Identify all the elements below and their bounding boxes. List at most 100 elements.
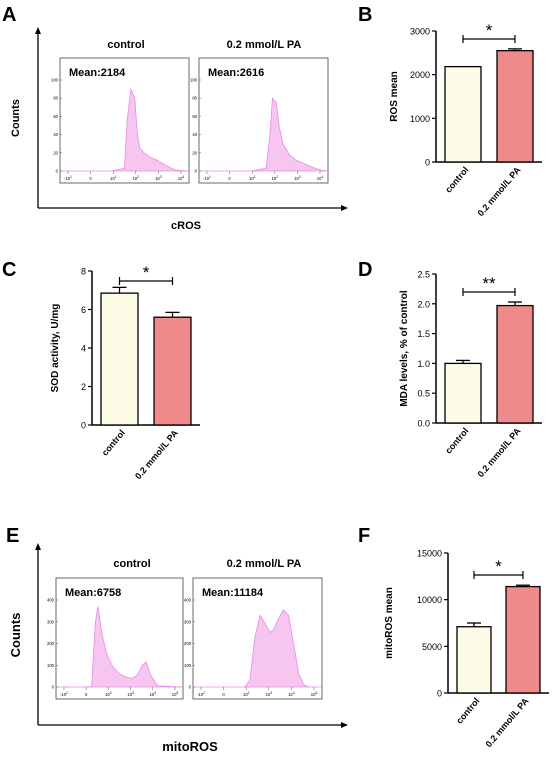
- panel-letter-f: F: [358, 525, 370, 547]
- panel-e-pa-y-tick-label: 100: [184, 663, 192, 668]
- panel-d-y-tick-label: 1.5: [417, 329, 430, 339]
- panel-c-y-tick-label: 4: [81, 344, 86, 354]
- panel-d-bar-chart: 2.5 2.0 1.5 1.0 0.5 0.0 MDA levels, % of contr…: [399, 270, 542, 479]
- panel-b-y-tick-label: 0: [425, 158, 430, 168]
- panel-a-pa-histogram-area: [199, 97, 329, 172]
- panel-d-category-label-pa: 0.2 mmol/L PA: [476, 425, 523, 479]
- panel-a-control-x-tick-label: 101: [110, 175, 117, 181]
- panel-a-control-mean-label: Mean:2184: [69, 67, 126, 79]
- panel-a-control-x-tick-label: 103: [155, 175, 162, 181]
- panel-f-bar-chart: 15000 10000 5000 0 mitoROS mean control 0.2 mm…: [384, 549, 549, 749]
- panel-a-control-x-tick-label: -101: [64, 175, 72, 181]
- panel-d-significance-marker: **: [482, 274, 496, 293]
- panel-e-pa-mean-label: Mean:11184: [202, 587, 264, 599]
- panel-c-y-label: SOD activity, U/mg: [50, 304, 61, 393]
- panel-e-pa-x-tick-label: 102: [243, 691, 250, 697]
- panel-a-control-y-tick-label: 60: [53, 114, 58, 119]
- panel-a-control-y-tick-label: 100: [51, 78, 59, 83]
- panel-letter-d: D: [358, 259, 372, 281]
- panel-e-control-y-tick-label: 100: [47, 663, 55, 668]
- panel-e-control-x-tick-label: 104: [150, 691, 157, 697]
- panel-e-pa-histogram: Mean:11184 400 300 200 100 0 -102 0 102 103 104 105: [184, 577, 323, 700]
- panel-a-pa-y-tick-label: 80: [192, 96, 197, 101]
- panel-e-pa-y-tick-label: 400: [184, 598, 192, 603]
- panel-a-control-x-tick-label: 102: [133, 175, 140, 181]
- panel-e-control-y-tick-label: 200: [47, 641, 55, 646]
- panel-d-y-tick-label: 2.0: [417, 299, 430, 309]
- panel-e-control-x-tick-label: 103: [127, 691, 134, 697]
- panel-e-flow-cytometry: Counts mitoROS control 0.2 mmol/L PA Mea…: [8, 543, 348, 754]
- panel-e-pa-x-tick-label: 105: [311, 691, 318, 697]
- panel-d-y-label: MDA levels, % of control: [399, 290, 410, 407]
- panel-f-category-label-pa: 0.2 mmol/L PA: [484, 695, 531, 749]
- panel-d-category-label-control: control: [443, 426, 470, 456]
- panel-e-control-x-tick-label: -102: [60, 691, 68, 697]
- panel-e-pa-x-tick-label: 104: [288, 691, 295, 697]
- panel-d-y-tick-label: 0.5: [417, 389, 430, 399]
- panel-e-control-y-tick-label: 0: [52, 685, 55, 690]
- panel-a-control-x-tick-label: 0: [89, 176, 92, 181]
- panel-letter-b: B: [358, 4, 372, 26]
- panel-c-y-tick-label: 2: [81, 382, 86, 392]
- panel-a-flow-cytometry: Counts cROS control 0.2 mmol/L PA Mean:2…: [10, 27, 348, 232]
- panel-e-control-x-tick-label: 102: [105, 691, 112, 697]
- panel-a-pa-histogram: Mean:2616 100 80 60 40 20 0 -101 0 101 102 103 104: [190, 57, 329, 184]
- panel-a-y-arrow: [35, 27, 41, 34]
- panel-a-control-y-tick-label: 0: [56, 169, 59, 174]
- panel-e-pa-x-tick-label: -102: [197, 691, 205, 697]
- panel-a-pa-x-tick-label: -101: [203, 175, 211, 181]
- panel-f-y-label: mitoROS mean: [384, 587, 395, 659]
- panel-e-control-y-tick-label: 400: [47, 598, 55, 603]
- panel-b-category-label-control: control: [443, 165, 470, 195]
- panel-a-control-header: control: [107, 39, 144, 51]
- panel-a-pa-y-tick-label: 100: [190, 78, 198, 83]
- panel-e-control-y-tick-label: 300: [47, 619, 55, 624]
- panel-b-y-tick-label: 2000: [410, 70, 430, 80]
- panel-a-control-y-tick-label: 80: [53, 96, 58, 101]
- panel-a-pa-y-tick-label: 60: [192, 114, 197, 119]
- panel-a-pa-header: 0.2 mmol/L PA: [227, 39, 302, 51]
- panel-d-y-tick-label: 1.0: [417, 359, 430, 369]
- panel-e-control-histogram: Mean:6758 400 300 200 100 0 -102 0 102 103 104 105: [47, 577, 184, 700]
- panel-c-category-label-control: control: [100, 428, 127, 458]
- panel-a-control-y-tick-label: 20: [53, 150, 58, 155]
- panel-a-x-arrow: [341, 205, 348, 211]
- panel-c-category-label-pa: 0.2 mmol/L PA: [133, 427, 180, 481]
- panel-c-significance-marker: *: [143, 263, 150, 282]
- panel-e-pa-x-tick-label: 103: [266, 691, 273, 697]
- panel-a-pa-x-tick-label: 102: [272, 175, 279, 181]
- panel-a-x-label: cROS: [171, 220, 201, 232]
- panel-d-bar-control: [444, 362, 482, 424]
- panel-c-y-tick-label: 0: [81, 421, 86, 431]
- panel-b-significance-marker: *: [486, 21, 493, 40]
- panel-letter-c: C: [2, 259, 16, 281]
- panel-b-y-tick-label: 1000: [410, 114, 430, 124]
- panel-a-pa-x-tick-label: 0: [228, 176, 231, 181]
- panel-a-y-label: Counts: [10, 99, 22, 137]
- panel-letter-a: A: [2, 4, 16, 26]
- panel-f-y-tick-label: 10000: [417, 595, 442, 605]
- panel-a-pa-x-tick-label: 103: [294, 175, 301, 181]
- panel-e-pa-header: 0.2 mmol/L PA: [227, 558, 302, 570]
- panel-e-control-mean-label: Mean:6758: [65, 587, 121, 599]
- panel-a-pa-frame: [198, 57, 329, 184]
- panel-e-x-arrow: [341, 722, 348, 728]
- panel-e-control-x-tick-label: 0: [85, 692, 88, 697]
- panel-e-control-histogram-area: [56, 606, 184, 688]
- panel-letter-e: E: [6, 525, 19, 547]
- panel-b-y-tick-label: 3000: [410, 27, 430, 37]
- panel-a-control-y-tick-label: 40: [53, 132, 58, 137]
- panel-e-y-label: Counts: [8, 613, 23, 658]
- panel-a-pa-x-tick-label: 101: [249, 175, 256, 181]
- panel-b-bar-pa: [496, 50, 534, 163]
- panel-b-bar-control: [444, 65, 482, 163]
- panel-f-bar-pa: [505, 585, 541, 694]
- panel-e-pa-y-tick-label: 200: [184, 641, 192, 646]
- panel-b-y-label: ROS mean: [389, 71, 400, 122]
- panel-f-y-tick-label: 5000: [422, 642, 442, 652]
- panel-d-y-tick-label: 0.0: [417, 419, 430, 429]
- panel-e-pa-histogram-area: [193, 609, 322, 688]
- panel-a-pa-y-tick-label: 40: [192, 132, 197, 137]
- panel-f-significance-marker: *: [495, 557, 502, 576]
- panel-e-control-header: control: [113, 558, 150, 570]
